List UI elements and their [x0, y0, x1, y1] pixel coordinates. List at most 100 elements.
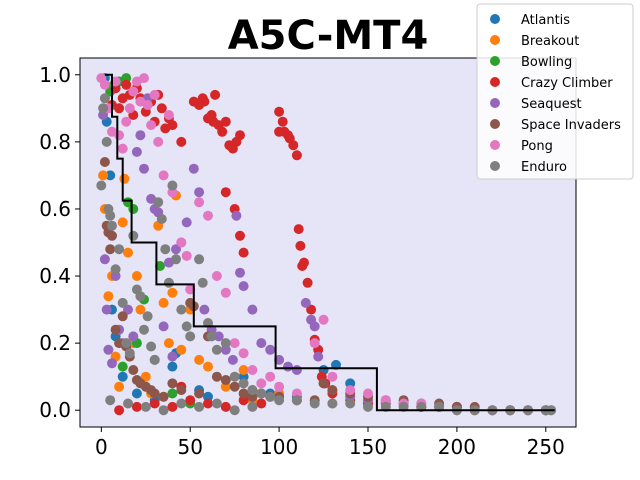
point-pong-6 [117, 143, 128, 154]
point-crazy-climber-49 [302, 277, 313, 288]
point-enduro-56 [105, 395, 116, 406]
legend-marker [490, 119, 500, 129]
point-space-invaders-10 [128, 365, 139, 375]
point-seaquest-42 [313, 351, 324, 362]
y-tick-label: 0.6 [39, 197, 71, 221]
point-atlantis-8 [167, 361, 178, 372]
point-breakout-8 [123, 247, 133, 258]
point-crazy-climber-21 [199, 96, 210, 107]
point-breakout-7 [119, 173, 130, 184]
point-seaquest-38 [291, 365, 302, 375]
point-space-invaders-26 [238, 388, 249, 399]
y-tick-label: 0.8 [39, 130, 71, 154]
point-seaquest-35 [265, 344, 276, 355]
x-tick-label: 250 [527, 435, 565, 459]
point-space-invaders-3 [105, 244, 116, 255]
point-enduro-39 [274, 395, 285, 406]
point-crazy-climber-75 [131, 401, 142, 412]
point-crazy-climber-45 [293, 224, 304, 235]
point-pong-28 [238, 348, 249, 359]
point-pong-30 [256, 378, 267, 389]
x-tick-label: 50 [177, 435, 202, 459]
point-pong-27 [229, 338, 240, 349]
point-enduro-0 [96, 180, 107, 191]
legend-label: Enduro [521, 160, 567, 175]
point-enduro-62 [211, 398, 222, 409]
point-pong-24 [203, 210, 213, 221]
point-pong-29 [247, 365, 258, 375]
point-bowling-9 [155, 261, 165, 271]
point-seaquest-37 [283, 361, 293, 372]
point-breakout-6 [117, 217, 128, 228]
point-seaquest-1 [99, 254, 110, 265]
legend-label: Pong [521, 139, 553, 154]
point-space-invaders-25 [229, 381, 240, 392]
point-crazy-climber-33 [220, 187, 231, 198]
point-pong-1 [99, 79, 110, 90]
point-pong-14 [146, 120, 157, 131]
point-breakout-21 [194, 354, 205, 365]
point-crazy-climber-35 [235, 230, 245, 241]
point-crazy-climber-69 [167, 401, 178, 412]
point-seaquest-22 [181, 217, 192, 228]
point-crazy-climber-76 [114, 405, 125, 416]
point-crazy-climber-48 [299, 257, 309, 268]
point-pong-38 [363, 388, 373, 399]
point-enduro-25 [176, 304, 187, 315]
point-space-invaders-7 [117, 311, 128, 322]
point-crazy-climber-17 [176, 136, 187, 147]
point-enduro-38 [265, 391, 276, 402]
point-seaquest-33 [247, 304, 258, 315]
point-atlantis-2 [105, 170, 116, 181]
point-breakout-17 [167, 287, 178, 298]
legend: Atlantis Breakout Bowling Crazy Climber Seaq… [476, 3, 634, 180]
point-pong-36 [327, 371, 338, 382]
point-space-invaders-17 [167, 378, 178, 389]
point-space-invaders-23 [211, 371, 222, 382]
legend-marker [490, 161, 500, 171]
point-pong-17 [158, 170, 169, 181]
point-enduro-8 [114, 244, 125, 255]
point-seaquest-3 [103, 344, 114, 355]
point-enduro-17 [146, 341, 157, 352]
y-tick-label: 0.2 [39, 331, 71, 355]
point-seaquest-25 [199, 304, 210, 315]
point-seaquest-23 [188, 163, 199, 174]
point-pong-31 [265, 371, 276, 382]
point-seaquest-32 [238, 281, 249, 292]
point-seaquest-9 [128, 331, 139, 342]
point-enduro-60 [176, 398, 187, 409]
point-crazy-climber-28 [220, 116, 231, 127]
legend-marker [490, 98, 500, 108]
point-enduro-27 [185, 331, 196, 342]
point-breakout-10 [131, 271, 142, 281]
point-seaquest-27 [213, 331, 224, 342]
point-enduro-59 [158, 405, 169, 416]
point-breakout-12 [140, 371, 151, 382]
point-breakout-11 [135, 304, 146, 315]
point-crazy-climber-74 [256, 398, 267, 409]
point-enduro-18 [149, 354, 160, 365]
point-breakout-24 [238, 365, 249, 375]
point-crazy-climber-50 [306, 304, 317, 315]
y-tick-label: 0.4 [39, 264, 71, 288]
point-seaquest-41 [309, 321, 320, 332]
point-enduro-20 [156, 214, 167, 224]
point-space-invaders-21 [194, 388, 205, 399]
point-enduro-40 [291, 395, 302, 406]
point-seaquest-10 [131, 146, 142, 157]
legend-marker [490, 35, 500, 45]
point-enduro-21 [160, 244, 171, 255]
point-crazy-climber-27 [217, 126, 228, 137]
point-pong-35 [318, 314, 329, 325]
point-seaquest-31 [235, 267, 245, 278]
point-pong-18 [163, 110, 174, 120]
point-breakout-19 [176, 344, 187, 355]
legend-label: Seaquest [521, 97, 582, 112]
point-enduro-41 [309, 398, 320, 409]
point-pong-4 [110, 76, 121, 87]
point-seaquest-2 [101, 304, 112, 315]
legend-marker [490, 77, 500, 87]
point-pong-22 [185, 284, 196, 295]
